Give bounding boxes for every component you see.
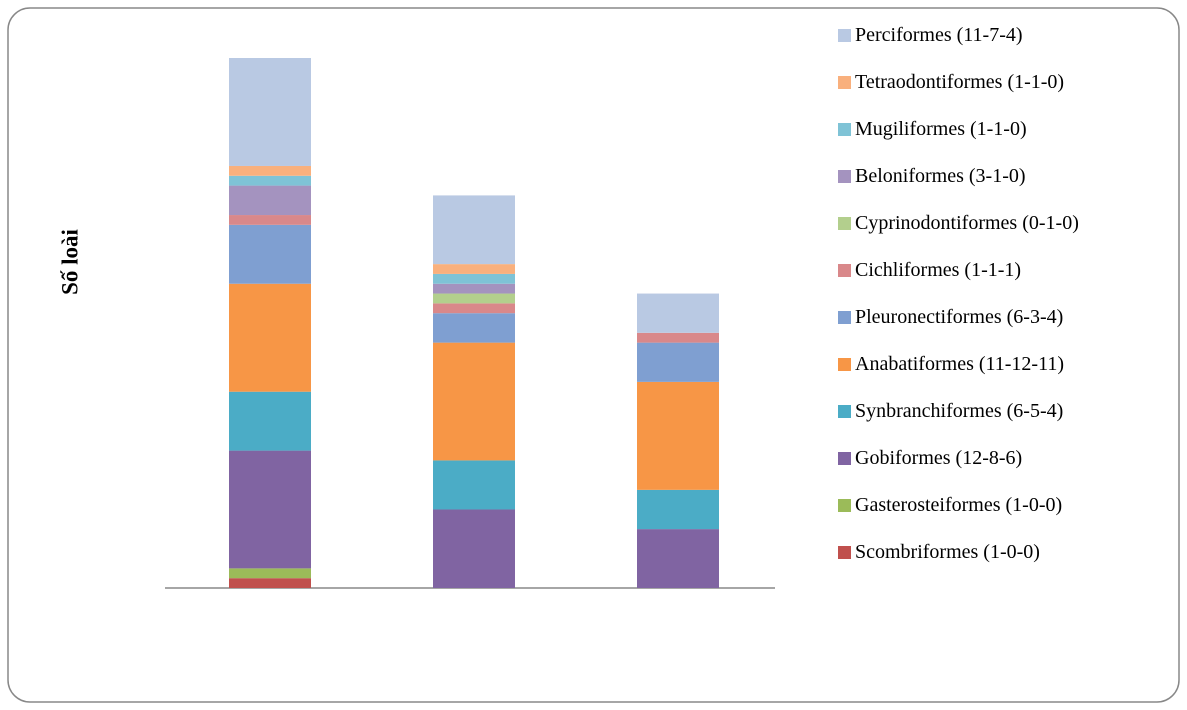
bar-segment bbox=[229, 215, 311, 225]
legend-swatch bbox=[838, 499, 851, 512]
bar-segment bbox=[229, 175, 311, 186]
legend-item: Scombriformes (1-0-0) bbox=[838, 541, 1147, 563]
bar-segment bbox=[433, 460, 515, 510]
legend-swatch bbox=[838, 217, 851, 230]
legend-label: Gasterosteiformes (1-0-0) bbox=[855, 494, 1063, 516]
bar-segment bbox=[637, 529, 719, 588]
bar-segment bbox=[433, 313, 515, 343]
y-axis-label: Số loài bbox=[57, 228, 82, 294]
legend-swatch bbox=[838, 264, 851, 277]
legend-label: Cyprinodontiformes (0-1-0) bbox=[855, 212, 1079, 234]
bar-segment bbox=[637, 489, 719, 530]
legend-item: Perciformes (11-7-4) bbox=[838, 24, 1147, 46]
bar-segment bbox=[637, 381, 719, 490]
legend-item: Gasterosteiformes (1-0-0) bbox=[838, 494, 1147, 516]
legend-label: Synbranchiformes (6-5-4) bbox=[855, 400, 1064, 422]
legend-item: Synbranchiformes (6-5-4) bbox=[838, 400, 1147, 422]
legend-swatch bbox=[838, 452, 851, 465]
bar-segment bbox=[229, 568, 311, 579]
bar-segment bbox=[637, 293, 719, 333]
legend-item: Cichliformes (1-1-1) bbox=[838, 259, 1147, 281]
legend-label: Pleuronectiformes (6-3-4) bbox=[855, 306, 1064, 328]
bar-segment bbox=[229, 224, 311, 284]
bar-segment bbox=[433, 264, 515, 274]
bar-segment bbox=[433, 293, 515, 304]
bar-segment bbox=[229, 391, 311, 451]
legend-label: Anabatiformes (11-12-11) bbox=[855, 353, 1065, 375]
legend-swatch bbox=[838, 170, 851, 183]
bar-segment bbox=[637, 332, 719, 343]
legend-label: Beloniformes (3-1-0) bbox=[855, 165, 1026, 187]
legend-swatch bbox=[838, 76, 851, 89]
legend-swatch bbox=[838, 311, 851, 324]
bar-segment bbox=[229, 185, 311, 216]
legend-label: Gobiformes (12-8-6) bbox=[855, 447, 1023, 469]
bar-segment bbox=[229, 578, 311, 588]
bar-segment bbox=[433, 283, 515, 294]
bar-segment bbox=[229, 450, 311, 569]
legend-item: Beloniformes (3-1-0) bbox=[838, 165, 1147, 187]
bar-segment bbox=[433, 509, 515, 588]
legend-label: Tetraodontiformes (1-1-0) bbox=[855, 71, 1065, 93]
legend-swatch bbox=[838, 123, 851, 136]
bar-segment bbox=[433, 342, 515, 461]
bar-segment bbox=[433, 303, 515, 314]
bar-segment bbox=[433, 273, 515, 284]
legend-label: Cichliformes (1-1-1) bbox=[855, 259, 1022, 281]
legend-item: Mugiliformes (1-1-0) bbox=[838, 118, 1147, 140]
legend-swatch bbox=[838, 358, 851, 371]
legend-label: Mugiliformes (1-1-0) bbox=[855, 118, 1027, 140]
legend-label: Perciformes (11-7-4) bbox=[855, 24, 1023, 46]
bar-segment bbox=[433, 195, 515, 265]
legend-item: Anabatiformes (11-12-11) bbox=[838, 353, 1147, 375]
legend-swatch bbox=[838, 546, 851, 559]
legend-item: Cyprinodontiformes (0-1-0) bbox=[838, 212, 1147, 234]
bar-segment bbox=[637, 342, 719, 382]
legend-item: Tetraodontiformes (1-1-0) bbox=[838, 71, 1147, 93]
legend-item: Gobiformes (12-8-6) bbox=[838, 447, 1147, 469]
legend-label: Scombriformes (1-0-0) bbox=[855, 541, 1040, 563]
bar-segment bbox=[229, 58, 311, 166]
bar-segment bbox=[229, 165, 311, 176]
legend-swatch bbox=[838, 29, 851, 42]
bar-segment bbox=[229, 283, 311, 392]
legend-item: Pleuronectiformes (6-3-4) bbox=[838, 306, 1147, 328]
legend-swatch bbox=[838, 405, 851, 418]
